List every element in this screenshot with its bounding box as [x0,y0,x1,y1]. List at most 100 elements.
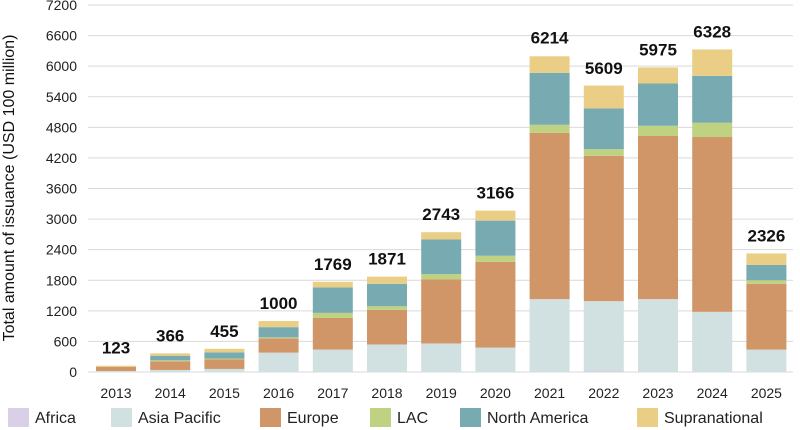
legend-label: Europe [287,410,339,427]
legend-swatch [637,408,658,427]
y-tick-label: 7200 [46,0,77,13]
bar-segment-asia-pacific [150,369,191,372]
bar-segment-lac [529,124,570,133]
bar-segment-supranational [367,276,407,284]
bar-total-label: 2743 [422,205,460,224]
y-tick-label: 600 [54,333,78,349]
y-tick-label: 4200 [46,150,77,166]
bar-segment-supranational [529,56,570,73]
bar-segment-europe [529,132,570,300]
bar-segment-north-america [204,352,245,359]
x-tick-label: 2016 [263,385,294,401]
y-axis-label: Total amount of issuance (USD 100 millio… [1,35,18,342]
bar-segment-lac [638,125,678,136]
bar-segment-europe [150,361,191,370]
bar-segment-lac [367,306,407,310]
legend-label: Africa [35,410,76,427]
bar-segment-asia-pacific [692,311,733,372]
bar-segment-lac [475,255,516,262]
bar-total-label: 1871 [368,250,406,269]
y-tick-label: 4800 [46,119,77,135]
bar-segment-supranational [475,210,516,221]
bar-segment-lac [583,149,624,156]
bar-segment-africa [583,370,624,372]
bar-segment-north-america [746,264,787,281]
x-tick-label: 2014 [155,385,186,401]
bar-segment-north-america [258,327,299,338]
y-tick-label: 0 [69,364,77,380]
bar-segment-asia-pacific [421,343,462,372]
legend-label: North America [487,410,588,427]
legend: Africa Asia Pacific Europe LAC North America… [8,408,763,427]
x-tick-label: 2023 [642,385,673,401]
x-tick-label: 2017 [317,385,348,401]
legend-label: LAC [397,410,428,427]
bar-segment-lac [204,358,245,360]
x-tick-label: 2021 [534,385,565,401]
bar-total-label: 1000 [260,294,298,313]
bar-segment-north-america [638,83,678,126]
bar-total-label: 366 [156,326,184,345]
bar-total-label: 1769 [314,255,352,274]
bar-segment-asia-pacific [96,370,136,372]
bar-segment-north-america [475,220,516,256]
bar-segment-europe [204,359,245,369]
bar-segment-north-america [312,287,353,313]
bar-segment-asia-pacific [475,347,516,372]
bar-segment-lac [692,122,733,138]
bar-segment-lac [258,337,299,339]
y-tick-label: 5400 [46,89,77,105]
bar-total-label: 5609 [585,59,623,78]
bar-totals: 123 366 455 1000 1769 1871 2743 3166 6214 5609 597… [102,22,786,357]
x-tick-label: 2022 [588,385,619,401]
y-tick-label: 6000 [46,58,77,74]
legend-swatch [260,408,281,427]
bar-segment-lac [150,360,191,362]
x-tick-label: 2025 [751,385,782,401]
bar-segment-europe [746,283,787,350]
bar-segment-north-america [529,72,570,125]
legend-label: Supranational [664,410,763,427]
bar-segment-europe [96,366,136,371]
bar-segment-north-america [421,239,462,275]
bar-segment-supranational [692,49,733,76]
bar-segment-supranational [96,365,136,367]
y-tick-label: 3600 [46,181,77,197]
x-tick-label: 2018 [371,385,402,401]
bar-segment-asia-pacific [258,352,299,372]
y-tick-label: 1800 [46,272,77,288]
bar-segment-supranational [150,353,191,356]
bars [96,49,787,372]
bar-total-label: 2326 [747,226,785,245]
bar-segment-supranational [258,321,299,328]
legend-swatch [370,408,391,427]
bar-segment-europe [692,137,733,312]
x-tick-label: 2020 [480,385,511,401]
bar-segment-asia-pacific [638,299,678,372]
bar-segment-europe [475,261,516,348]
bar-segment-asia-pacific [583,301,624,371]
bar-total-label: 6328 [693,22,731,41]
y-tick-label: 1200 [46,303,77,319]
bar-segment-lac [312,312,353,318]
legend-swatch [8,408,29,427]
bar-segment-lac [746,280,787,284]
x-tick-label: 2019 [426,385,457,401]
bar-segment-supranational [312,281,353,288]
y-tick-label: 3000 [46,211,77,227]
bar-segment-europe [638,135,678,300]
bar-segment-asia-pacific [312,349,353,372]
bar-segment-europe [312,317,353,350]
x-axis-ticks: 2013 2014 2015 2016 2017 2018 2019 2020 2021 2022… [100,385,782,401]
bar-total-label: 123 [102,339,130,358]
bar-segment-north-america [367,283,407,307]
bar-total-label: 3166 [476,184,514,203]
y-tick-label: 6600 [46,28,77,44]
bar-segment-lac [421,274,462,280]
bar-segment-supranational [638,67,678,84]
x-tick-label: 2015 [209,385,240,401]
bar-segment-europe [258,338,299,353]
bar-segment-north-america [150,355,191,361]
bar-segment-supranational [583,85,624,109]
